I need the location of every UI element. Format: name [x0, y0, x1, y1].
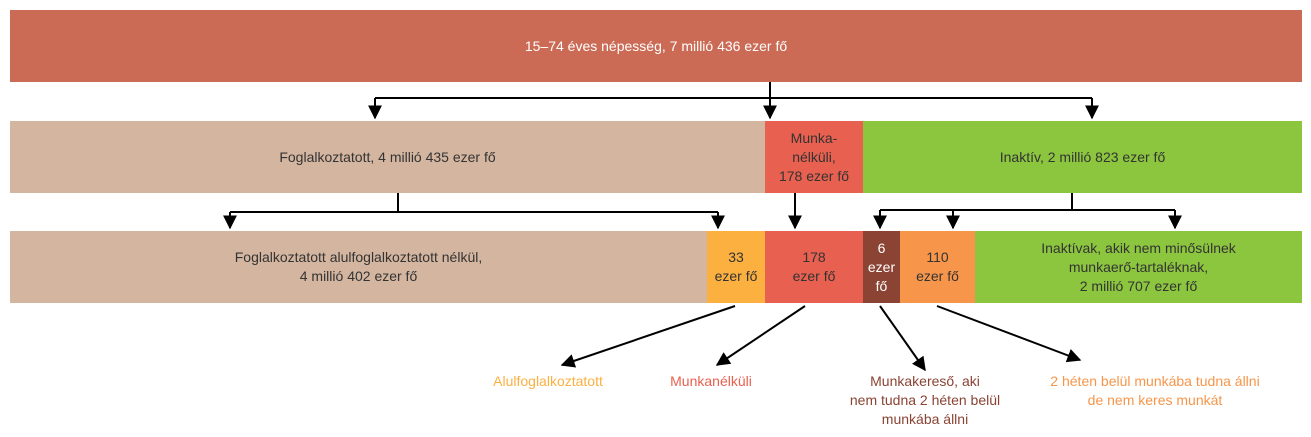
category-box: Munka-nélküli, 178 ezer fő: [765, 121, 863, 193]
text-line: Alulfoglalkoztatott: [493, 373, 603, 389]
text-line: Inaktívak, akik nem minősülnek: [1041, 239, 1236, 256]
legend-label: Munkanélküli: [670, 372, 752, 391]
text-line: Inaktív, 2 millió 823 ezer fő: [999, 148, 1166, 165]
subcategory-box: Inaktívak, akik nem minősülnek munkaerő-t…: [975, 231, 1302, 303]
arrows: [223, 82, 1182, 372]
text-line: 4 millió 402 ezer fő: [299, 268, 418, 284]
text-line: de nem keres munkát: [1087, 392, 1223, 408]
text-line: nem tudna 2 héten belül: [849, 392, 1001, 408]
legend-label: 2 héten belül munkába tudna állni de nem …: [1050, 372, 1259, 410]
text-line: 110: [926, 249, 949, 265]
text-line: 2 héten belül munkába tudna állni: [1050, 373, 1260, 389]
subcategory-box: 178 ezer fő: [765, 231, 863, 303]
category-box: Inaktív, 2 millió 823 ezer fő: [863, 121, 1302, 193]
text-line: munkaerő-tartaléknak,: [1068, 258, 1209, 275]
subcategory-box: 110 ezer fő: [900, 231, 975, 303]
legend-label: Munkakereső, aki nem tudna 2 héten belül m…: [850, 372, 1000, 429]
subcategory-box: Foglalkoztatott alulfoglalkoztatott nélk…: [10, 231, 707, 303]
text-line: 2 millió 707 ezer fő: [1079, 277, 1198, 294]
subcategory-box: 33 ezer fő: [707, 231, 765, 303]
text-line: ezer fő: [714, 268, 758, 284]
text-line: fő: [875, 277, 888, 294]
text-line: Munkanélküli: [670, 373, 752, 389]
category-box: Foglalkoztatott, 4 millió 435 ezer fő: [10, 121, 765, 193]
legend-label: Alulfoglalkoztatott: [493, 372, 603, 391]
text-line: Foglalkoztatott alulfoglalkoztatott nélk…: [234, 249, 483, 265]
text-line: munkába állni: [881, 411, 969, 427]
text-line: 178 ezer fő: [778, 167, 850, 184]
text-line: Foglalkoztatott, 4 millió 435 ezer fő: [279, 148, 496, 165]
text-line: 33: [728, 249, 744, 265]
text-line: 6: [877, 239, 886, 256]
text-line: Munkakereső, aki: [870, 373, 980, 389]
text-line: ezer: [867, 258, 896, 275]
population-box: 15–74 éves népesség, 7 millió 436 ezer f…: [10, 10, 1302, 82]
text-line: 178: [802, 249, 826, 265]
text-line: ezer fő: [792, 268, 836, 284]
subcategory-box: 6 ezer fő: [863, 231, 900, 303]
box-text: 15–74 éves népesség, 7 millió 436 ezer f…: [524, 37, 788, 54]
text-line: Munka-: [790, 129, 838, 146]
text-line: ezer fő: [916, 268, 959, 284]
text-line: nélküli,: [792, 148, 836, 165]
